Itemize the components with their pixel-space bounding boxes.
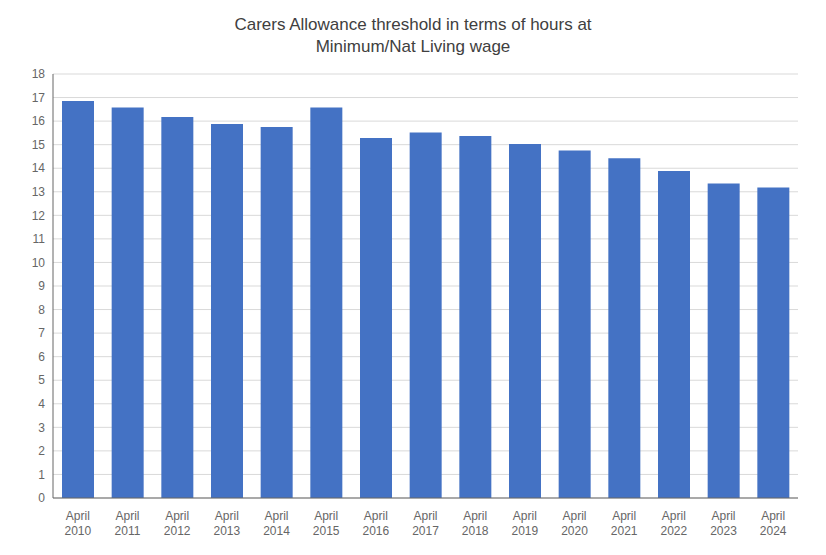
svg-text:April2020: April2020 — [561, 509, 588, 538]
html-text:Carers Allowance threshold in: Carers Allowance threshold in terms of h… — [234, 15, 592, 34]
svg-text:2: 2 — [38, 444, 45, 458]
svg-text:18: 18 — [32, 67, 46, 81]
svg-text:April2023: April2023 — [710, 509, 737, 538]
svg-text:4: 4 — [38, 397, 45, 411]
svg-text:16: 16 — [32, 114, 46, 128]
svg-text:3: 3 — [38, 421, 45, 435]
svg-text:6: 6 — [38, 350, 45, 364]
svg-text:April2021: April2021 — [611, 509, 638, 538]
svg-text:April2015: April2015 — [313, 509, 340, 538]
svg-text:April2011: April2011 — [115, 509, 141, 538]
svg-text:10: 10 — [32, 256, 46, 270]
svg-text:13: 13 — [32, 185, 46, 199]
svg-text:9: 9 — [38, 279, 45, 293]
svg-text:April2013: April2013 — [213, 509, 240, 538]
svg-text:5: 5 — [38, 373, 45, 387]
svg-text:April2022: April2022 — [660, 509, 687, 538]
svg-text:April2012: April2012 — [164, 509, 191, 538]
svg-text:April2014: April2014 — [263, 509, 290, 538]
svg-text:17: 17 — [32, 91, 46, 105]
svg-text:April2019: April2019 — [511, 509, 538, 538]
svg-text:1: 1 — [38, 468, 45, 482]
svg-text:April2010: April2010 — [64, 509, 91, 538]
html-text:Minimum/Nat Living wage: Minimum/Nat Living wage — [315, 37, 511, 56]
svg-text:April2017: April2017 — [412, 509, 439, 538]
svg-text:7: 7 — [38, 326, 45, 340]
svg-text:14: 14 — [32, 161, 46, 175]
svg-text:0: 0 — [38, 491, 45, 505]
svg-text:11: 11 — [33, 232, 46, 246]
svg-text:8: 8 — [38, 303, 45, 317]
svg-text:April2018: April2018 — [462, 509, 489, 538]
svg-text:12: 12 — [32, 209, 46, 223]
svg-text:April2016: April2016 — [362, 509, 389, 538]
svg-text:April2024: April2024 — [760, 509, 787, 538]
svg-text:15: 15 — [32, 138, 46, 152]
